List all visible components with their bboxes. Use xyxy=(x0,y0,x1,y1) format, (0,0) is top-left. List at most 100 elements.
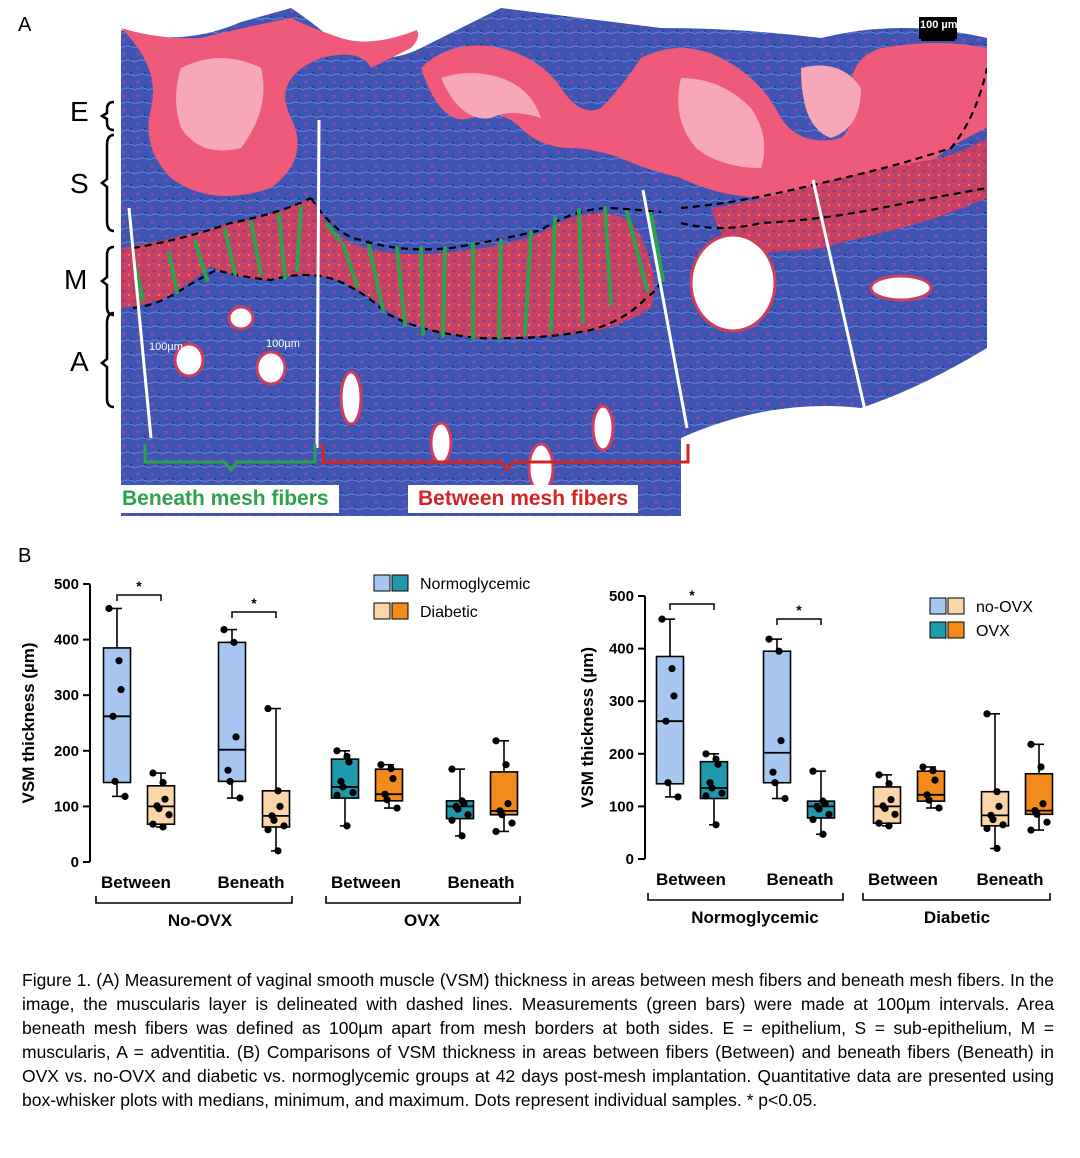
data-point xyxy=(809,815,817,824)
x-category-label: Between xyxy=(656,870,726,889)
data-point xyxy=(155,805,163,813)
data-point xyxy=(821,800,829,808)
box-iqr xyxy=(489,771,519,816)
data-point xyxy=(777,737,785,745)
y-axis-title: VSM thickness (µm) xyxy=(578,647,597,808)
x-category-label: Beneath xyxy=(217,873,284,892)
data-point xyxy=(264,826,272,834)
y-tick-label: 100 xyxy=(609,798,634,815)
data-point xyxy=(121,792,129,800)
layer-label-muscularis: M xyxy=(64,264,88,295)
region-label-beneath: Beneath mesh fibers xyxy=(112,485,339,513)
y-tick-label: 100 xyxy=(54,798,79,815)
significance-bracket xyxy=(776,618,822,625)
data-point xyxy=(891,810,899,818)
data-point xyxy=(115,657,123,665)
data-point xyxy=(1033,810,1041,818)
data-point xyxy=(702,792,710,800)
data-point xyxy=(464,811,472,819)
region-label-between: Between mesh fibers xyxy=(408,485,639,513)
data-point xyxy=(504,800,512,808)
data-point xyxy=(224,766,232,774)
group-bracket xyxy=(647,893,844,901)
significance-bracket xyxy=(116,594,162,601)
data-point xyxy=(165,811,173,819)
data-point xyxy=(448,765,456,773)
data-point xyxy=(448,816,456,824)
data-point xyxy=(393,804,401,812)
data-point xyxy=(1027,740,1035,748)
data-point xyxy=(1043,818,1051,826)
data-point xyxy=(825,810,833,818)
data-point xyxy=(708,784,716,792)
legend-swatch xyxy=(391,602,409,620)
y-tick-label: 0 xyxy=(71,854,79,871)
data-point xyxy=(264,704,272,713)
data-point xyxy=(881,804,889,813)
chart-right: 0 100 200 300 400 500 VSM thickness (µm) * * Betw… xyxy=(578,587,1054,927)
data-point xyxy=(919,763,927,771)
legend-swatch xyxy=(947,621,965,639)
group-label: Normoglycemic xyxy=(691,908,819,927)
box-iqr xyxy=(102,647,132,784)
data-point xyxy=(714,760,722,768)
box-iqr xyxy=(217,641,247,783)
box-iqr xyxy=(1024,772,1054,816)
data-point xyxy=(508,819,516,827)
chart-left: 0 100 200 300 400 500 VSM thickness (µm) * * Betw… xyxy=(19,574,530,930)
data-point xyxy=(111,777,119,785)
legend-swatch xyxy=(373,602,391,620)
group-bracket xyxy=(325,896,521,904)
legend-label: OVX xyxy=(976,623,1010,640)
data-point xyxy=(664,779,672,787)
layer-label-epithelium: E xyxy=(70,96,89,127)
data-point xyxy=(1037,763,1045,771)
box-iqr xyxy=(762,650,792,784)
significance-marker: * xyxy=(796,602,802,618)
x-category-label: Beneath xyxy=(766,870,833,889)
data-point xyxy=(383,796,391,804)
data-point xyxy=(819,830,827,838)
box-iqr xyxy=(916,770,946,802)
interval-label-left: 100µm xyxy=(149,341,183,353)
significance-marker: * xyxy=(251,595,257,611)
data-point xyxy=(809,767,817,775)
data-point xyxy=(117,686,125,694)
scale-bar-label: 100 µm xyxy=(920,19,958,31)
x-category-label: Between xyxy=(868,870,938,889)
legend-label: Normoglycemic xyxy=(420,576,530,593)
x-category-label: Between xyxy=(101,873,171,892)
panel-a-label: A xyxy=(18,14,32,36)
box-iqr xyxy=(374,768,404,802)
data-point xyxy=(389,775,397,783)
data-point xyxy=(333,747,341,755)
data-point xyxy=(1027,826,1035,834)
data-point xyxy=(274,787,282,795)
data-point xyxy=(105,604,113,613)
y-tick-label: 200 xyxy=(54,743,79,760)
data-point xyxy=(769,768,777,776)
data-point xyxy=(935,804,943,812)
data-point xyxy=(345,758,353,766)
data-point xyxy=(460,800,468,808)
legend-swatch xyxy=(929,621,947,639)
x-category-label: Beneath xyxy=(976,870,1043,889)
y-tick-label: 400 xyxy=(609,641,634,658)
data-point xyxy=(875,819,883,827)
data-point xyxy=(159,778,167,787)
data-point xyxy=(349,788,357,797)
data-point xyxy=(492,827,500,836)
data-point xyxy=(230,638,238,646)
data-point xyxy=(815,805,823,813)
box-iqr xyxy=(146,785,176,825)
y-tick-label: 400 xyxy=(54,632,79,649)
y-tick-label: 300 xyxy=(54,687,79,704)
y-tick-label: 500 xyxy=(609,588,634,605)
x-category-label: Between xyxy=(331,873,401,892)
group-label: OVX xyxy=(404,911,441,930)
data-point xyxy=(343,752,351,760)
data-point xyxy=(995,802,1003,810)
interval-label-right: 100µm xyxy=(266,338,300,350)
data-point xyxy=(658,615,666,623)
data-point xyxy=(381,790,389,798)
